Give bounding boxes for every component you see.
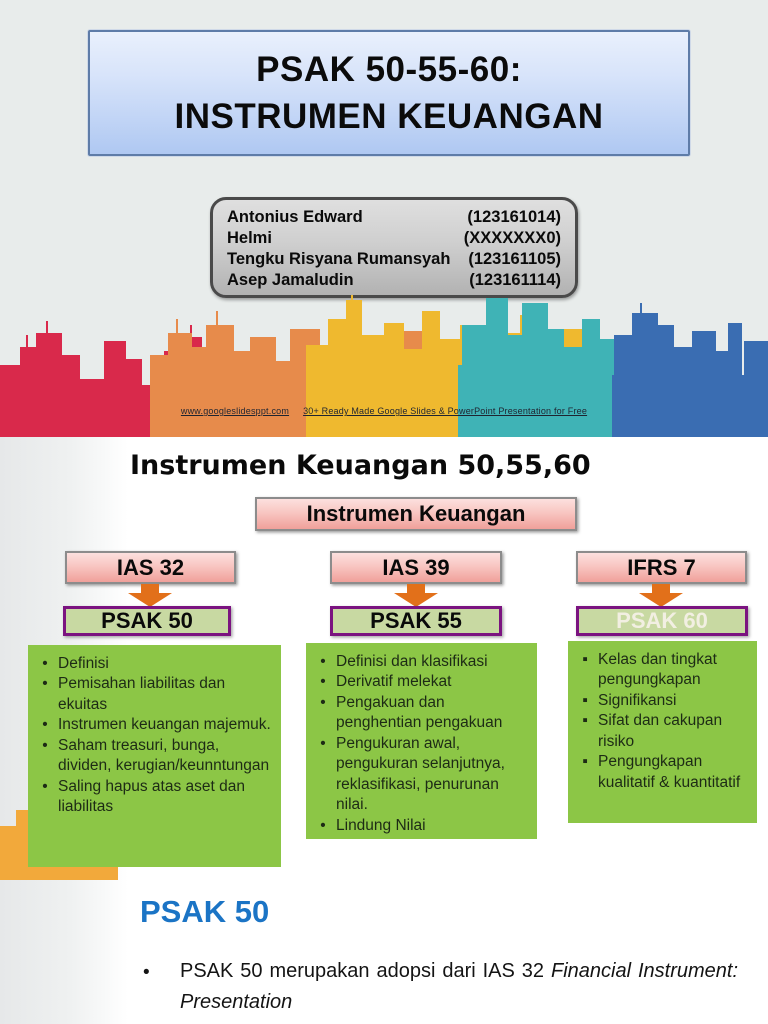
list-item: • Saham treasuri, bunga, dividen, kerugia… (32, 736, 273, 777)
title-line-2: INSTRUMEN KEUANGAN (174, 97, 604, 136)
bullet-marker: • (143, 962, 150, 983)
authors-box: Antonius Edward (123161014) Helmi (XXXXX… (210, 197, 578, 298)
list-item: • Lindung Nilai (310, 816, 529, 836)
standard-box-ias39: IAS 39 (330, 551, 502, 584)
bullet-marker: • (320, 816, 326, 834)
body-text-italic: Financial Instrument: Presentation (180, 960, 738, 1013)
bullet-marker: ▪ (582, 753, 588, 771)
list-item: • Instrumen keuangan majemuk. (32, 715, 273, 735)
psak-box-50: PSAK 50 (63, 606, 231, 636)
author-name: Asep Jamaludin (227, 271, 354, 289)
slide-title-page: PSAK 50-55-60: INSTRUMEN KEUANGAN Antoni… (0, 0, 768, 437)
psak50-section-heading: PSAK 50 (140, 894, 270, 929)
psak55-topics-box: • Definisi dan klasifikasi • Derivatif mel… (306, 643, 537, 839)
author-row: Antonius Edward (123161014) (227, 207, 561, 228)
down-arrow-icon (639, 584, 683, 607)
bullet-marker: • (320, 673, 326, 691)
author-id: (XXXXXXX0) (463, 229, 561, 247)
footer-links: www.googleslidesppt.com 30+ Ready Made Go… (0, 406, 768, 416)
list-item: • Pengakuan dan penghentian pengakuan (310, 693, 529, 734)
standard-box-ifrs7: IFRS 7 (576, 551, 747, 584)
bullet-marker: • (42, 736, 48, 754)
down-arrow-icon (394, 584, 438, 607)
body-text-regular: PSAK 50 merupakan adopsi dari IAS 32 (180, 960, 551, 982)
psak60-topics-box: ▪ Kelas dan tingkat pengungkapan ▪ Signifi… (568, 641, 757, 823)
slide-psak50-detail: PSAK 50 • PSAK 50 merupakan adopsi dari … (0, 880, 768, 1024)
author-id: (123161014) (467, 208, 561, 226)
city-skyline-graphic (0, 295, 768, 437)
list-item: ▪ Signifikansi (572, 691, 749, 711)
list-item: • Saling hapus atas aset dan liabilitas (32, 777, 273, 818)
bullet-marker: ▪ (582, 651, 588, 668)
bullet-marker: • (320, 734, 326, 752)
skyline-teal-section (458, 298, 624, 437)
list-item: • Pengukuran awal, pengukuran selanjutnya… (310, 734, 529, 816)
title-line-1: PSAK 50-55-60: (256, 49, 522, 89)
psak50-topics-box: • Definisi • Pemisahan liabilitas dan ekui… (28, 645, 281, 867)
bullet-marker: ▪ (582, 691, 588, 709)
author-row: Tengku Risyana Rumansyah (123161105) (227, 249, 561, 270)
psak60-topic-list: ▪ Kelas dan tingkat pengungkapan ▪ Signifi… (572, 650, 749, 793)
psak50-topic-list: • Definisi • Pemisahan liabilitas dan ekui… (32, 654, 273, 818)
psak50-body-text: PSAK 50 merupakan adopsi dari IAS 32 Fin… (180, 956, 738, 1018)
footer-url-link[interactable]: www.googleslidesppt.com (180, 406, 290, 416)
author-id: (123161105) (468, 250, 561, 268)
list-item: • Derivatif melekat (310, 672, 529, 692)
bullet-marker: • (320, 693, 326, 711)
bullet-marker: • (42, 777, 48, 795)
skyline-blue-section (612, 303, 768, 437)
list-item: • Definisi (32, 654, 273, 674)
presentation-title-box: PSAK 50-55-60: INSTRUMEN KEUANGAN (88, 30, 690, 156)
bullet-marker: • (42, 716, 48, 734)
bullet-marker: ▪ (582, 712, 588, 730)
list-item: • Pemisahan liabilitas dan ekuitas (32, 674, 273, 715)
bullet-marker: • (42, 655, 48, 672)
bullet-marker: • (320, 653, 326, 670)
psak55-topic-list: • Definisi dan klasifikasi • Derivatif mel… (310, 652, 529, 836)
footer-promo-link[interactable]: 30+ Ready Made Google Slides & PowerPoin… (303, 406, 588, 416)
instrumen-keuangan-banner: Instrumen Keuangan (255, 497, 577, 531)
list-item: • Definisi dan klasifikasi (310, 652, 529, 672)
list-item: ▪ Pengungkapan kualitatif & kuantitatif (572, 752, 749, 793)
standard-box-ias32: IAS 32 (65, 551, 236, 584)
author-row: Asep Jamaludin (123161114) (227, 270, 561, 291)
psak-box-55: PSAK 55 (330, 606, 502, 636)
slide2-heading: Instrumen Keuangan 50,55,60 (130, 450, 591, 481)
slide-overview: Instrumen Keuangan 50,55,60 Instrumen Ke… (0, 437, 768, 880)
bullet-marker: • (42, 675, 48, 693)
psak-box-60: PSAK 60 (576, 606, 748, 636)
author-row: Helmi (XXXXXXX0) (227, 228, 561, 249)
author-name: Antonius Edward (227, 208, 363, 226)
author-name: Tengku Risyana Rumansyah (227, 250, 451, 268)
author-name: Helmi (227, 229, 272, 247)
author-id: (123161114) (469, 271, 561, 289)
list-item: ▪ Sifat dan cakupan risiko (572, 711, 749, 752)
down-arrow-icon (128, 584, 172, 607)
list-item: ▪ Kelas dan tingkat pengungkapan (572, 650, 749, 691)
